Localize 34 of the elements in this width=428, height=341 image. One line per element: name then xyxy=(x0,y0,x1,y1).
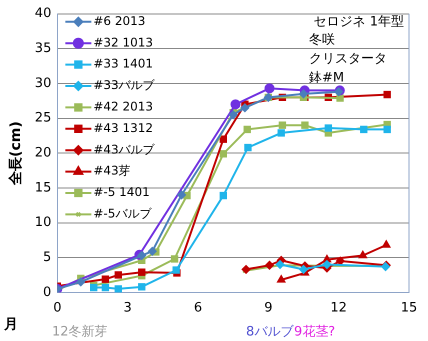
annotation: 鉢#M xyxy=(309,70,344,86)
legend-label: #43 1312 xyxy=(93,120,154,135)
annotation: 冬咲 xyxy=(309,32,335,48)
legend-label: #43バルブ xyxy=(93,142,156,156)
y-tick-label: 30 xyxy=(34,76,52,91)
legend-label: #-5バルブ xyxy=(93,206,152,221)
y-tick-label: 35 xyxy=(34,41,52,56)
text: 9花茎? xyxy=(294,324,336,340)
y-axis-title: 全長(cm) xyxy=(8,121,24,186)
y-tick-label: 25 xyxy=(34,110,52,126)
text: 12冬新芽 xyxy=(52,324,108,340)
x-axis-title: 月 xyxy=(3,316,18,333)
annotation: クリスタータ xyxy=(309,51,387,66)
x-tick-label: 6 xyxy=(194,300,202,316)
legend-label: #32 1013 xyxy=(93,35,154,50)
legend-label: #33 1401 xyxy=(93,56,154,71)
annotation: セロジネ 1年型 xyxy=(314,14,404,30)
legend-label: #33バルブ xyxy=(93,78,156,92)
legend-label: #43芽 xyxy=(93,164,131,178)
y-tick-label: 10 xyxy=(34,215,52,230)
x-tick-label: 9 xyxy=(264,300,272,316)
y-tick-label: 40 xyxy=(34,6,52,22)
y-tick-label: 15 xyxy=(34,180,52,196)
y-tick-label: 20 xyxy=(34,145,52,160)
y-tick-label: 0 xyxy=(43,284,52,300)
x-tick-label: 0 xyxy=(53,300,62,316)
legend-label: #-5 1401 xyxy=(93,185,150,200)
x-tick-label: 15 xyxy=(400,300,418,316)
x-tick-label: 12 xyxy=(330,300,347,316)
y-tick-label: 5 xyxy=(43,250,52,265)
legend-label: #42 2013 xyxy=(93,100,154,114)
x-tick-label: 3 xyxy=(124,300,132,316)
legend-label: #6 2013 xyxy=(93,14,146,28)
text: 8バルブ xyxy=(246,324,294,340)
